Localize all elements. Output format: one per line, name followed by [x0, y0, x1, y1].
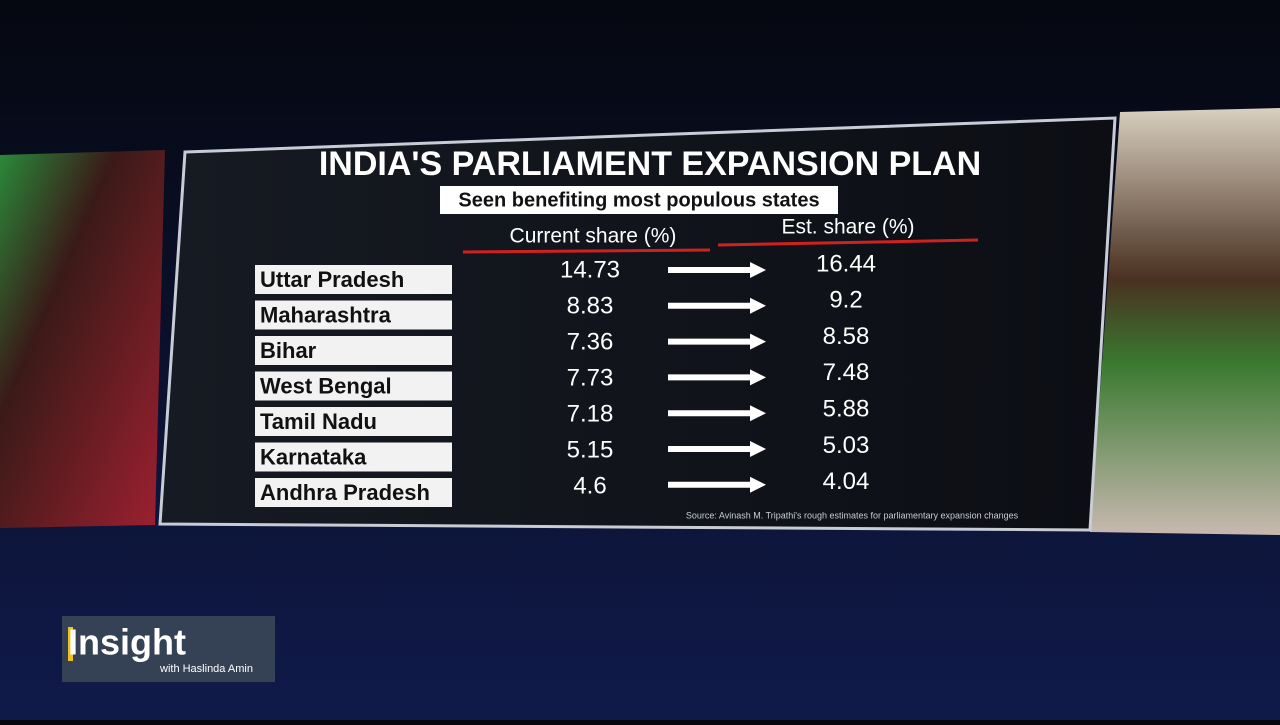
- state-name: Maharashtra: [260, 302, 392, 327]
- left-photo: [0, 150, 165, 528]
- state-box: [255, 336, 452, 365]
- current-share: 7.36: [567, 328, 614, 355]
- current-share: 4.6: [573, 472, 606, 499]
- title: INDIA'S PARLIAMENT EXPANSION PLAN: [319, 145, 981, 183]
- state-box: [255, 442, 452, 472]
- state-box: [255, 300, 452, 330]
- state-box: [255, 371, 452, 401]
- arrow: [668, 262, 766, 278]
- column-header: Current share (%): [510, 225, 677, 248]
- current-share: 7.18: [567, 400, 614, 427]
- header-underline: [462, 248, 711, 254]
- estimated-share: 16.44: [816, 250, 876, 277]
- state-name: Uttar Pradesh: [260, 267, 404, 292]
- show-name: Insight: [68, 622, 186, 663]
- estimated-share: 7.48: [823, 359, 870, 386]
- state-name: Bihar: [260, 338, 317, 363]
- current-share: 8.83: [567, 292, 614, 319]
- column-header: Est. share (%): [781, 216, 914, 239]
- arrow: [668, 405, 766, 422]
- estimated-share: 5.03: [823, 432, 870, 459]
- arrow: [668, 297, 766, 314]
- state-name: Karnataka: [260, 444, 367, 469]
- logo-accent: [68, 627, 73, 661]
- state-box: [255, 407, 452, 436]
- estimated-share: 5.88: [823, 396, 870, 423]
- estimated-share: 9.2: [829, 287, 862, 314]
- header-underline: [717, 238, 979, 247]
- arrow: [668, 369, 766, 386]
- right-photo: [1090, 108, 1280, 535]
- current-share: 14.73: [560, 256, 620, 283]
- current-share: 7.73: [567, 364, 614, 391]
- estimated-share: 8.58: [823, 323, 870, 350]
- subtitle: Seen benefiting most populous states: [458, 189, 819, 211]
- arrow: [668, 441, 766, 457]
- estimated-share: 4.04: [823, 468, 870, 495]
- state-name: Andhra Pradesh: [260, 480, 430, 505]
- state-name: Tamil Nadu: [260, 409, 377, 434]
- arrow: [668, 476, 766, 493]
- arrow: [668, 333, 766, 350]
- subtitle-box: [440, 186, 838, 214]
- state-name: West Bengal: [260, 373, 392, 398]
- state-box: [255, 478, 452, 507]
- state-box: [255, 265, 452, 294]
- source: Source: Avinash M. Tripathi's rough esti…: [686, 510, 1019, 520]
- table: Uttar Pradesh 14.73 16.44 Maharashtra 8.83 9.…: [255, 250, 876, 507]
- current-share: 5.15: [567, 436, 614, 463]
- show-host: with Haslinda Amin: [159, 663, 253, 675]
- show-logo-box: [62, 616, 275, 682]
